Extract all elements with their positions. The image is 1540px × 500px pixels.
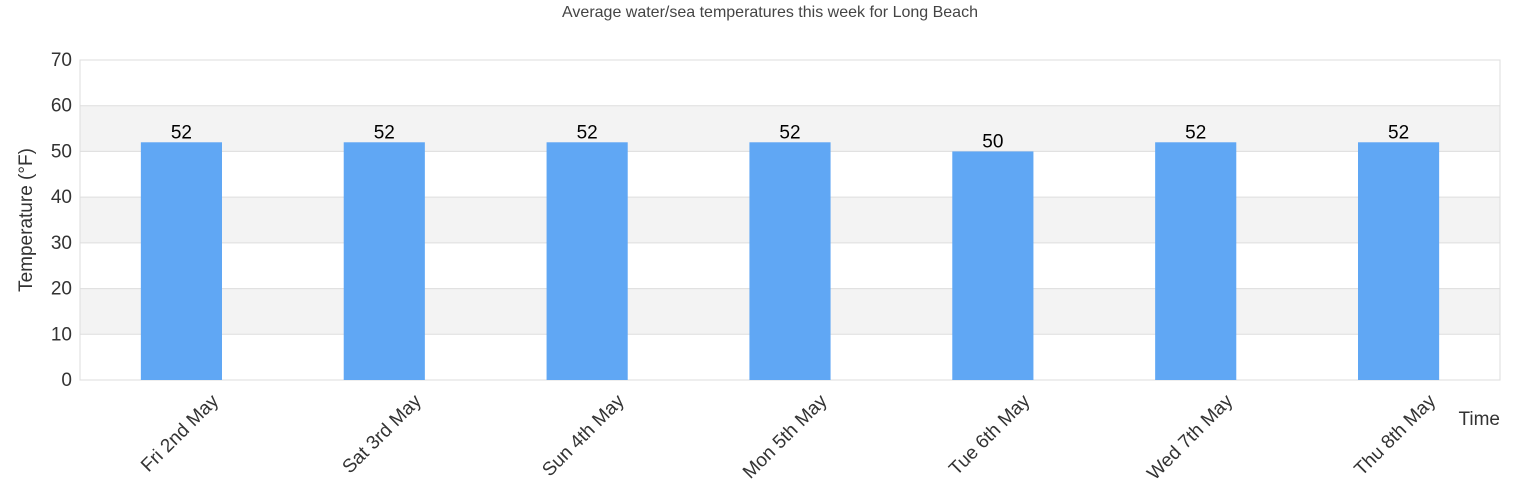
y-tick-label: 30 <box>51 233 72 254</box>
bar <box>952 151 1034 380</box>
x-tick-label: Sun 4th May <box>538 390 629 481</box>
y-axis-label: Temperature (°F) <box>16 148 37 292</box>
x-axis-label: Time <box>1458 409 1500 430</box>
x-tick-label: Thu 8th May <box>1351 390 1441 480</box>
y-tick-label: 40 <box>51 187 72 208</box>
y-tick-label: 70 <box>51 50 72 71</box>
bar-value-label: 52 <box>171 122 192 143</box>
bar-value-label: 52 <box>1388 122 1409 143</box>
x-tick-label: Tue 6th May <box>945 390 1034 479</box>
bar <box>749 142 831 380</box>
bar <box>1155 142 1237 380</box>
bar <box>140 142 222 380</box>
y-axis-ticks: 0 10 20 30 40 50 60 70 <box>51 50 72 391</box>
chart-title: Average water/sea temperatures this week… <box>562 4 978 21</box>
x-axis-ticks: Fri 2nd May Sat 3rd May Sun 4th May Mon 5th… <box>137 390 1440 484</box>
x-tick-label: Sat 3rd May <box>339 390 427 478</box>
bar-value-label: 52 <box>577 122 598 143</box>
y-tick-label: 0 <box>61 370 72 391</box>
x-tick-label: Mon 5th May <box>739 390 832 483</box>
x-tick-label: Wed 7th May <box>1143 390 1237 484</box>
bar-value-label: 52 <box>374 122 395 143</box>
bar <box>546 142 628 380</box>
x-tick-label: Fri 2nd May <box>137 390 223 476</box>
bar-value-label: 52 <box>779 122 800 143</box>
y-tick-label: 20 <box>51 279 72 300</box>
y-tick-label: 60 <box>51 96 72 117</box>
y-tick-label: 50 <box>51 141 72 162</box>
bar <box>343 142 425 380</box>
bars-group <box>140 142 1440 380</box>
y-tick-label: 10 <box>51 324 72 345</box>
bar <box>1358 142 1440 380</box>
bar-value-label: 52 <box>1185 122 1206 143</box>
bar-value-label: 50 <box>982 131 1003 152</box>
bar-value-labels: 52 52 52 52 50 52 52 <box>171 122 1409 152</box>
